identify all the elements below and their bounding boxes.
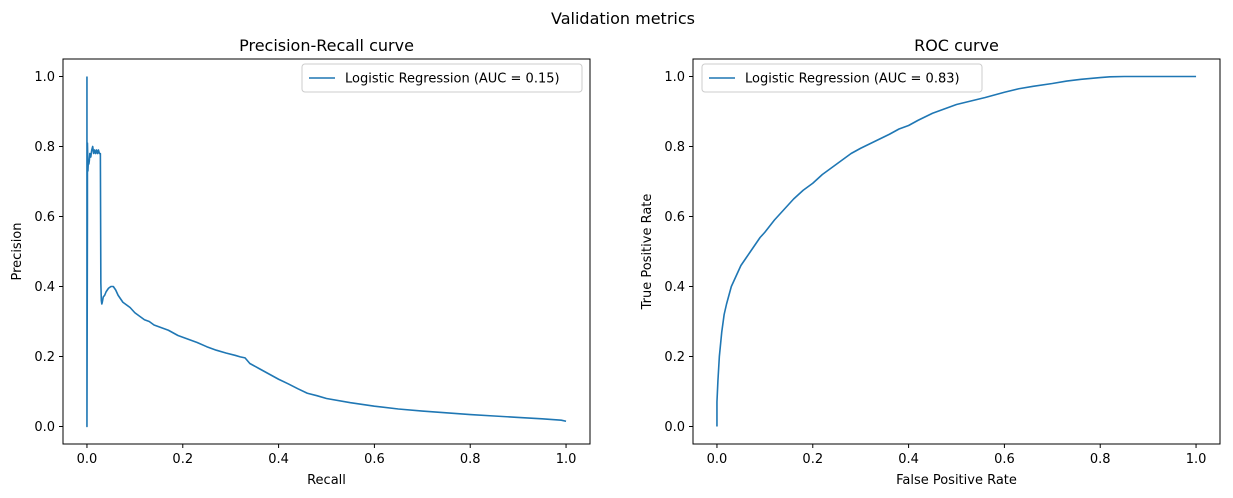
roc-xtick-label: 1.0 xyxy=(1186,452,1207,467)
roc-xtick-label: 0.0 xyxy=(707,452,728,467)
roc-ytick-label: 0.6 xyxy=(664,210,685,225)
roc-title: ROC curve xyxy=(914,36,999,55)
pr-ytick-label: 1.0 xyxy=(34,70,55,85)
pr-ytick-label: 0.4 xyxy=(34,280,55,295)
pr-xtick-label: 1.0 xyxy=(556,452,577,467)
roc-ylabel: True Positive Rate xyxy=(640,194,655,311)
roc-series-line-0 xyxy=(716,75,1197,427)
pr-legend: Logistic Regression (AUC = 0.15) xyxy=(301,63,583,93)
roc-legend-label: Logistic Regression (AUC = 0.83) xyxy=(745,72,960,87)
roc-plot: ROC curve 0.0 0.2 0.4 0.6 0.8 1.0 0.0 0.2 0.4 0.6 0… xyxy=(640,36,1221,488)
roc-xtick-label: 0.6 xyxy=(994,452,1015,467)
roc-legend-box xyxy=(701,63,983,93)
roc-ytick-label: 0.0 xyxy=(664,420,685,435)
pr-title: Precision-Recall curve xyxy=(239,36,414,55)
roc-axes-frame xyxy=(692,58,1221,445)
pr-xlabel: Recall xyxy=(307,473,346,488)
roc-ytick-label: 0.8 xyxy=(664,140,685,155)
pr-xtick-label: 0.2 xyxy=(172,452,193,467)
roc-ytick-label: 0.4 xyxy=(664,280,685,295)
pr-xtick-label: 0.0 xyxy=(77,452,98,467)
roc-ytick-label: 0.2 xyxy=(664,350,685,365)
roc-xtick-label: 0.8 xyxy=(1090,452,1111,467)
pr-xtick-label: 0.6 xyxy=(364,452,385,467)
pr-ytick-label: 0.2 xyxy=(34,350,55,365)
roc-xlabel: False Positive Rate xyxy=(896,473,1017,488)
roc-xtick-label: 0.4 xyxy=(898,452,919,467)
precision-recall-plot: Precision-Recall curve 0.0 0.2 0.4 0.6 0.8 1.0… xyxy=(10,36,591,488)
pr-legend-label: Logistic Regression (AUC = 0.15) xyxy=(345,72,560,87)
pr-ytick-label: 0.8 xyxy=(34,140,55,155)
pr-legend-box xyxy=(301,63,583,93)
pr-series-line-0 xyxy=(86,76,567,428)
roc-xtick-label: 0.2 xyxy=(802,452,823,467)
roc-legend: Logistic Regression (AUC = 0.83) xyxy=(701,63,983,93)
pr-ylabel: Precision xyxy=(10,222,25,280)
pr-xtick-label: 0.4 xyxy=(268,452,289,467)
figure-title: Validation metrics xyxy=(551,9,695,28)
roc-ytick-label: 1.0 xyxy=(664,70,685,85)
pr-axes-frame xyxy=(62,58,591,445)
pr-ytick-label: 0.0 xyxy=(34,420,55,435)
pr-ytick-label: 0.6 xyxy=(34,210,55,225)
pr-xtick-label: 0.8 xyxy=(460,452,481,467)
